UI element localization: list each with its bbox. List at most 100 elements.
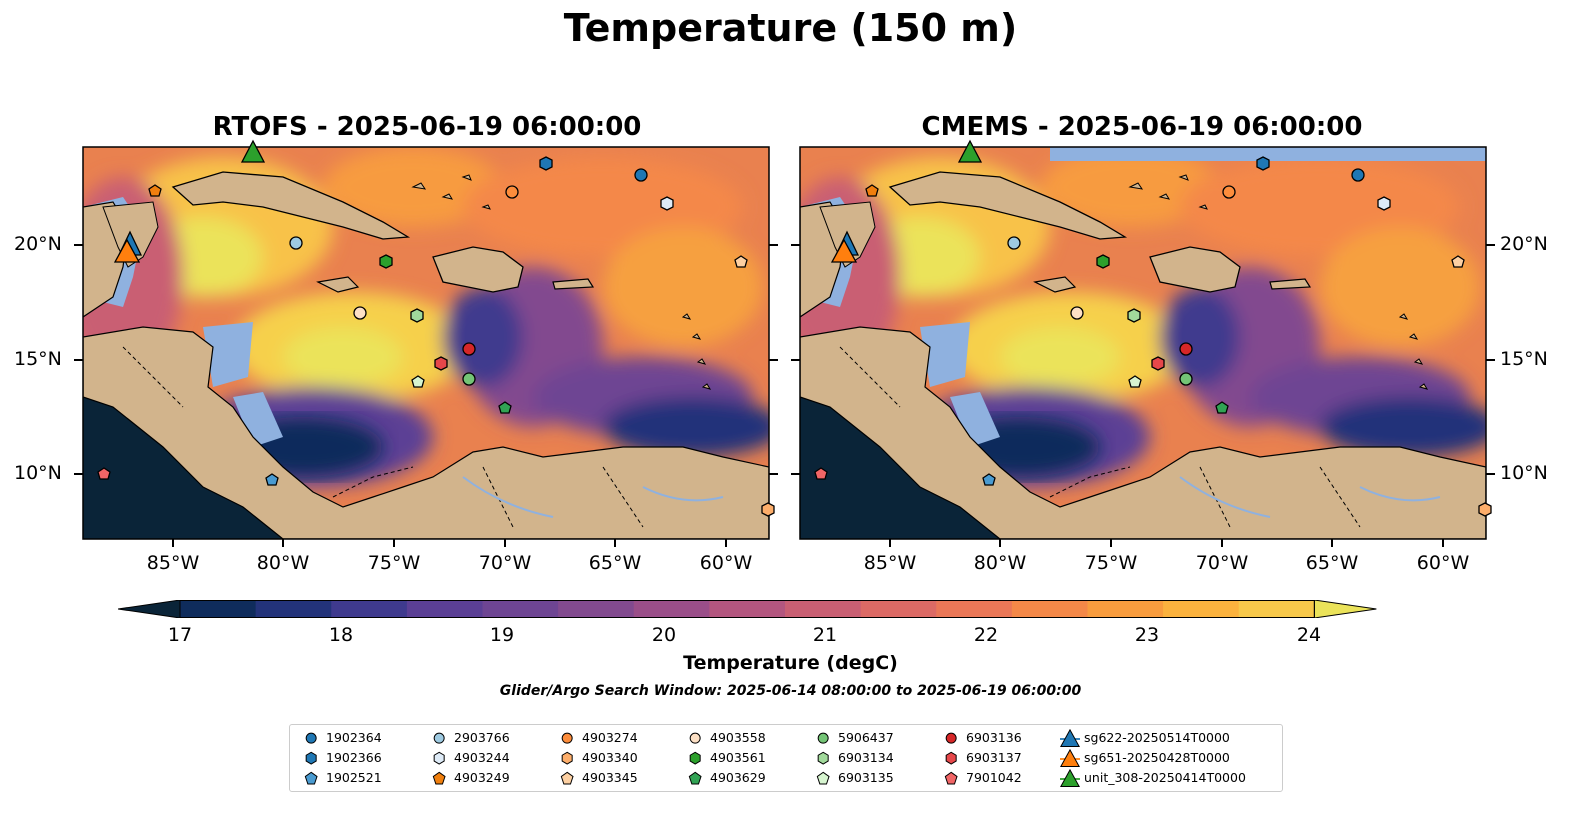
legend-label: 4903558 xyxy=(710,730,766,745)
colorbar-segment xyxy=(1011,600,1088,618)
legend-marker-pentagon xyxy=(816,771,830,785)
lon-tick-right-65: 65°W xyxy=(1305,552,1359,574)
float-7901042-marker xyxy=(97,467,111,480)
float-4903558-marker xyxy=(353,306,367,320)
colorbar-tick-17: 17 xyxy=(167,624,193,646)
colorbar-tick-19: 19 xyxy=(489,624,515,646)
lon-tick-left-85: 85°W xyxy=(146,552,200,574)
float-6903135-marker xyxy=(411,375,425,388)
legend-marker-circle xyxy=(305,732,317,744)
search-window-note: Glider/Argo Search Window: 2025-06-14 08… xyxy=(499,683,1082,699)
colorbar-tick-22: 22 xyxy=(973,624,999,646)
legend-label: unit_308-20250414T0000 xyxy=(1084,770,1246,785)
float-5906437-marker xyxy=(462,372,476,386)
legend-label: 4903244 xyxy=(454,750,510,765)
lat-tick-right-20: 20°N xyxy=(1500,233,1548,255)
colorbar-segment xyxy=(785,600,862,618)
legend-marker-pentagon xyxy=(432,771,446,785)
panel-title-rtofs: RTOFS - 2025-06-19 06:00:00 xyxy=(212,112,642,142)
colorbar-segment xyxy=(558,600,635,618)
float-1902364-marker xyxy=(634,168,648,182)
colorbar-segment xyxy=(1163,600,1240,618)
colorbar-tick-24: 24 xyxy=(1296,624,1322,646)
lon-tick-right-60: 60°W xyxy=(1416,552,1470,574)
colorbar-segment xyxy=(255,600,332,618)
float-4903244-marker xyxy=(660,196,674,211)
legend-label: 4903249 xyxy=(454,770,510,785)
float-4903561-marker xyxy=(379,254,393,269)
legend-marker-pentagon xyxy=(944,771,958,785)
colorbar-extend-max xyxy=(1313,600,1377,618)
legend-marker-hexagon xyxy=(945,751,957,765)
legend-label: 6903136 xyxy=(966,730,1022,745)
colorbar-tick-23: 23 xyxy=(1134,624,1160,646)
lat-tick-right-15: 15°N xyxy=(1500,348,1548,370)
lon-tick-left-75: 75°W xyxy=(367,552,421,574)
colorbar-segment xyxy=(1087,600,1164,618)
float-6903137-marker xyxy=(434,356,448,371)
legend-label: 1902366 xyxy=(326,750,382,765)
colorbar-segment xyxy=(709,600,786,618)
legend-marker-hexagon xyxy=(561,751,573,765)
legend-marker-circle xyxy=(689,732,701,744)
map-panels xyxy=(63,139,1495,547)
legend-label: 2903766 xyxy=(454,730,510,745)
legend-marker-triangle xyxy=(1060,769,1080,787)
float-6903136-marker xyxy=(462,342,476,356)
float-4903340-marker xyxy=(761,502,775,517)
colorbar-extend-min xyxy=(118,600,181,618)
figure-title: Temperature (150 m) xyxy=(563,6,1018,50)
float-6903134-marker xyxy=(410,308,424,323)
legend-label: sg622-20250514T0000 xyxy=(1084,730,1230,745)
colorbar-tick-21: 21 xyxy=(812,624,838,646)
float-1902521-marker xyxy=(265,473,279,486)
lon-tick-right-75: 75°W xyxy=(1084,552,1138,574)
float-4903629-marker xyxy=(498,401,512,414)
colorbar-tick-20: 20 xyxy=(651,624,677,646)
float-1902366-marker xyxy=(539,156,553,171)
lon-tick-left-80: 80°W xyxy=(256,552,310,574)
legend-marker-hexagon xyxy=(689,751,701,765)
legend-marker-circle xyxy=(561,732,573,744)
legend-label: 4903274 xyxy=(582,730,638,745)
colorbar-segment xyxy=(406,600,483,618)
legend-label: 4903629 xyxy=(710,770,766,785)
legend-label: 6903135 xyxy=(838,770,894,785)
lon-tick-right-85: 85°W xyxy=(863,552,917,574)
legend-marker-triangle xyxy=(1060,749,1080,767)
lon-tick-left-70: 70°W xyxy=(478,552,532,574)
legend-label: 4903561 xyxy=(710,750,766,765)
glider-unit308-marker xyxy=(240,139,266,163)
lon-tick-left-65: 65°W xyxy=(588,552,642,574)
rtofs-map xyxy=(63,147,783,539)
colorbar xyxy=(118,600,1377,618)
legend-marker-circle xyxy=(817,732,829,744)
legend-marker-triangle xyxy=(1060,729,1080,747)
panel-title-cmems: CMEMS - 2025-06-19 06:00:00 xyxy=(921,112,1363,142)
legend-marker-circle xyxy=(433,732,445,744)
legend-label: 6903134 xyxy=(838,750,894,765)
legend-label: 4903345 xyxy=(582,770,638,785)
colorbar-segment xyxy=(331,600,408,618)
legend-marker-pentagon xyxy=(304,771,318,785)
legend-marker-hexagon xyxy=(433,751,445,765)
float-2903766-marker xyxy=(289,236,303,250)
colorbar-segment xyxy=(860,600,937,618)
lat-tick-left-10: 10°N xyxy=(14,462,62,484)
legend-label: 1902364 xyxy=(326,730,382,745)
colorbar-tick-18: 18 xyxy=(328,624,354,646)
lon-tick-right-70: 70°W xyxy=(1195,552,1249,574)
glider-sg651-marker xyxy=(113,238,141,263)
legend-marker-circle xyxy=(945,732,957,744)
legend-label: 4903340 xyxy=(582,750,638,765)
legend: 1902364 1902366 1902521 2903766 4903244 49032… xyxy=(289,724,1283,792)
float-4903249-marker xyxy=(148,184,162,197)
colorbar-segment xyxy=(633,600,710,618)
float-4903345-marker xyxy=(734,255,748,268)
legend-label: 7901042 xyxy=(966,770,1022,785)
float-4903274-marker xyxy=(505,185,519,199)
lat-tick-left-15: 15°N xyxy=(14,348,62,370)
colorbar-label: Temperature (degC) xyxy=(683,652,898,674)
lat-tick-left-20: 20°N xyxy=(14,233,62,255)
colorbar-segment xyxy=(482,600,559,618)
